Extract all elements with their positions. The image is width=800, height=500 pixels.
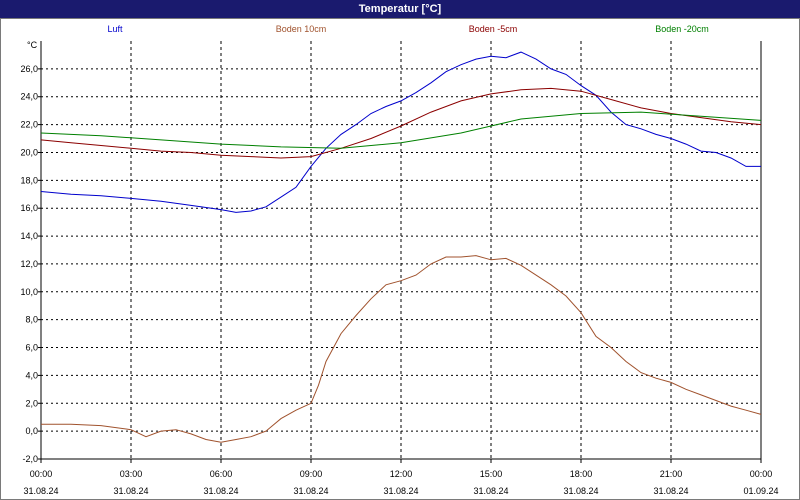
y-axis-unit: °C [27, 40, 38, 50]
temperature-chart: -2,0 0,0 2,0 4,0 6,0 8,0 10,0 12,0 14,0 16,0 18,0 2… [20, 24, 778, 496]
chart-frame: -2,0 0,0 2,0 4,0 6,0 8,0 10,0 12,0 14,0 16,0 18,0 2… [0, 18, 800, 500]
y-tick-label: 16,0 [20, 203, 38, 213]
legend: Luft Boden 10cm Boden -5cm Boden -20cm [107, 24, 708, 34]
x-tick-date: 31.08.24 [473, 486, 508, 496]
axes [38, 41, 762, 463]
series-lines [40, 51, 762, 443]
legend-item: Boden -20cm [655, 24, 709, 34]
legend-item: Boden 10cm [276, 24, 327, 34]
x-tick-time: 18:00 [570, 469, 593, 479]
x-tick-time: 21:00 [660, 469, 683, 479]
x-tick-time: 09:00 [300, 469, 323, 479]
y-tick-labels: -2,0 0,0 2,0 4,0 6,0 8,0 10,0 12,0 14,0 16,0 18,0 2… [20, 64, 38, 464]
x-tick-date: 31.08.24 [653, 486, 688, 496]
x-tick-time: 12:00 [390, 469, 413, 479]
series-line-0 [40, 51, 761, 213]
y-tick-label: 18,0 [20, 175, 38, 185]
series-line-2 [40, 87, 762, 159]
x-tick-date: 31.08.24 [563, 486, 598, 496]
legend-item: Luft [107, 24, 123, 34]
y-tick-label: 2,0 [25, 398, 38, 408]
x-tick-date: 31.08.24 [293, 486, 328, 496]
legend-item: Boden -5cm [469, 24, 518, 34]
series-line-3 [40, 111, 762, 149]
y-tick-label: 26,0 [20, 64, 38, 74]
x-tick-labels: 00:00 31.08.24 03:00 31.08.24 06:00 31.08.24 0… [23, 469, 778, 496]
x-tick-time: 00:00 [30, 469, 53, 479]
x-tick-date: 31.08.24 [203, 486, 238, 496]
x-tick-date: 31.08.24 [383, 486, 418, 496]
y-tick-label: 8,0 [25, 315, 38, 325]
x-tick-time: 00:00 [750, 469, 773, 479]
x-tick-date: 01.09.24 [743, 486, 778, 496]
grid [41, 41, 761, 460]
x-tick-date: 31.08.24 [113, 486, 148, 496]
y-tick-label: 24,0 [20, 92, 38, 102]
y-tick-label: 4,0 [25, 370, 38, 380]
y-tick-label: 12,0 [20, 259, 38, 269]
y-tick-label: 10,0 [20, 287, 38, 297]
x-tick-time: 15:00 [480, 469, 503, 479]
x-tick-date: 31.08.24 [23, 486, 58, 496]
y-tick-label: 6,0 [25, 343, 38, 353]
y-tick-label: 14,0 [20, 231, 38, 241]
y-tick-label: 0,0 [25, 426, 38, 436]
y-tick-label: 22,0 [20, 120, 38, 130]
series-line-1 [41, 255, 762, 443]
chart-title: Temperatur [°C] [0, 0, 800, 18]
y-tick-label: -2,0 [22, 454, 38, 464]
x-tick-time: 03:00 [120, 469, 143, 479]
y-tick-label: 20,0 [20, 147, 38, 157]
x-tick-time: 06:00 [210, 469, 233, 479]
